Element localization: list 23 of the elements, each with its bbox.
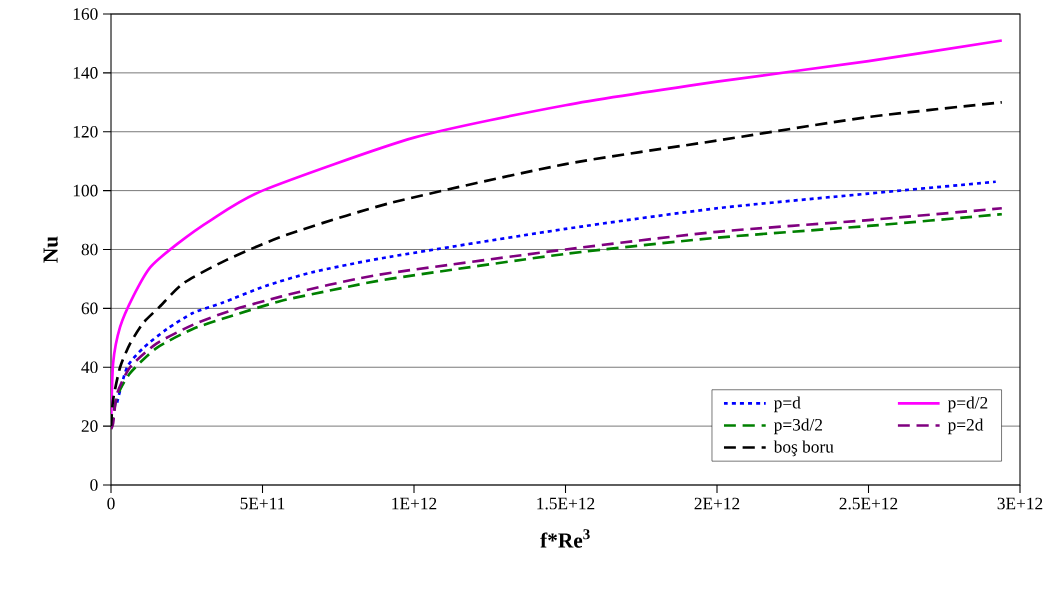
x-tick-label: 3E+12 [997,497,1043,510]
y-tick-label: 100 [73,184,98,197]
y-tick-label: 80 [81,243,98,256]
x-tick-label: 0 [107,497,115,510]
legend-label: p=3d/2 [773,418,823,435]
y-tick-label: 40 [81,361,98,374]
y-tick-label: 60 [81,302,98,315]
y-tick-label: 140 [73,67,98,79]
x-tick-label: 1.5E+12 [537,497,595,510]
legend-label: p=2d [947,418,984,435]
x-tick-label: 2E+12 [694,497,740,510]
legend-label: p=d [773,396,801,413]
x-tick-label: 1E+12 [392,497,437,510]
x-tick-label: 2.5E+12 [839,497,898,510]
x-tick-label: 5E+11 [240,497,285,510]
y-tick-label: 160 [73,8,98,20]
y-tick-label: 120 [73,125,98,138]
x-axis-title: f*Re$^{3}$ [540,529,590,548]
y-axis-title: Nu [43,236,58,263]
legend-label: boş boru [773,440,834,457]
legend-label: p=d/2 [947,396,988,413]
y-tick-label: 20 [81,420,98,432]
y-tick-label: 0 [90,479,98,491]
